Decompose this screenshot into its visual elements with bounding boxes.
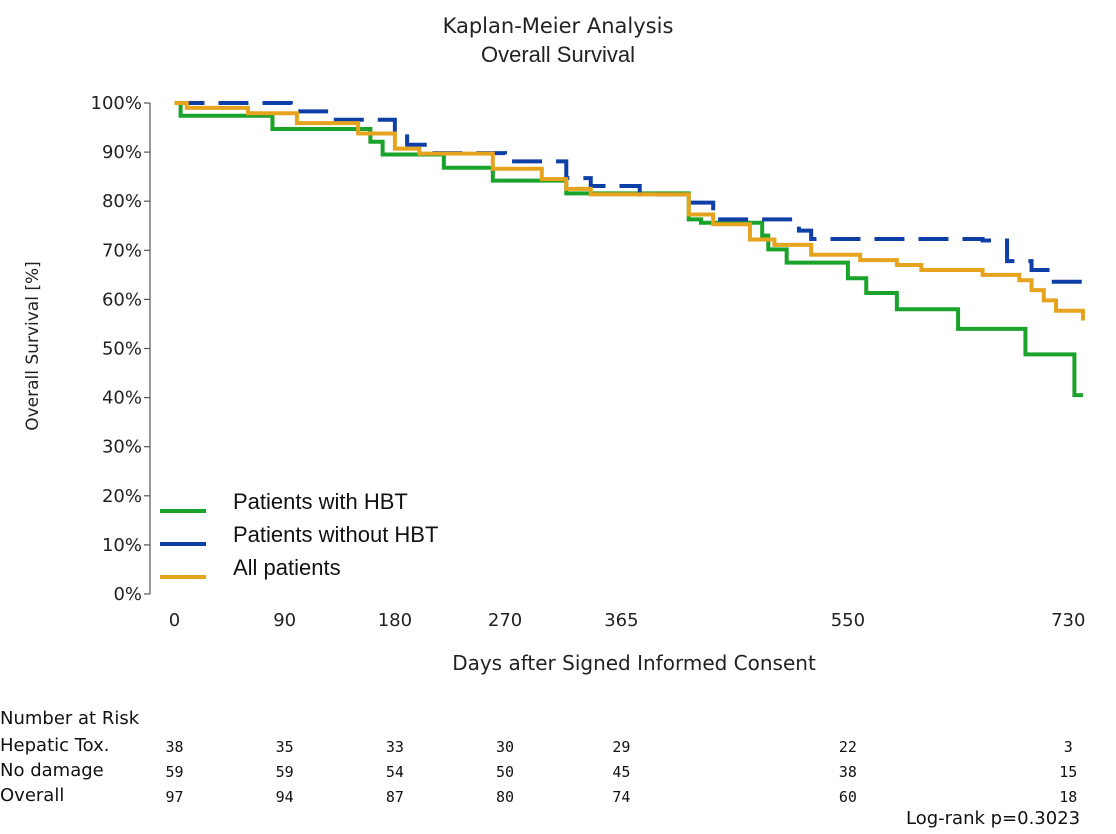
risk-cell: 97 [165, 788, 184, 806]
x-axis-label: Days after Signed Informed Consent [452, 651, 816, 675]
risk-cell: 94 [275, 788, 294, 806]
y-tick-label: 100% [91, 93, 142, 114]
series-line [174, 101, 1085, 321]
risk-cell: 87 [385, 788, 404, 806]
risk-cell: 74 [612, 788, 631, 806]
chart-subtitle: Overall Survival [480, 42, 636, 67]
legend-label: Patients without HBT [233, 522, 438, 547]
risk-cell: 30 [496, 738, 515, 756]
y-tick-label: 10% [102, 535, 142, 556]
risk-cell: 54 [385, 763, 404, 781]
x-tick-label: 90 [273, 610, 296, 631]
y-axis-label: Overall Survival [%] [23, 261, 43, 431]
risk-row-label: No damage [0, 760, 104, 781]
risk-cell: 59 [165, 763, 184, 781]
legend-label: All patients [233, 555, 341, 580]
risk-cell: 45 [612, 763, 631, 781]
y-tick-label: 70% [102, 240, 142, 261]
risk-cell: 22 [838, 738, 857, 756]
y-tick-label: 90% [102, 142, 142, 163]
y-tick-label: 30% [102, 437, 142, 458]
survival-curves [174, 101, 1085, 398]
risk-cell: 38 [165, 738, 184, 756]
x-tick-label: 0 [169, 610, 180, 631]
series-line [174, 101, 1083, 398]
x-tick-label: 180 [378, 610, 412, 631]
x-tick-label: 550 [831, 610, 865, 631]
y-tick-label: 0% [113, 584, 142, 605]
y-tick-label: 60% [102, 289, 142, 310]
risk-row-label: Overall [0, 785, 65, 806]
risk-cell: 59 [275, 763, 294, 781]
risk-cell: 38 [838, 763, 857, 781]
risk-cell: 15 [1059, 763, 1078, 781]
x-tick-label: 270 [488, 610, 522, 631]
legend: Patients with HBT Patients without HBT All… [160, 489, 438, 580]
risk-cell: 3 [1063, 738, 1073, 756]
legend-label: Patients with HBT [233, 489, 408, 514]
risk-cell: 29 [612, 738, 631, 756]
y-tick-label: 40% [102, 388, 142, 409]
risk-cell: 18 [1059, 788, 1078, 806]
y-tick-label: 50% [102, 339, 142, 360]
x-tick-label: 730 [1051, 610, 1085, 631]
risk-cell: 33 [385, 738, 404, 756]
risk-cell: 50 [496, 763, 515, 781]
y-tick-label: 20% [102, 486, 142, 507]
log-rank-annotation: Log-rank p=0.3023 [906, 808, 1081, 829]
risk-table-heading: Number at Risk [0, 708, 140, 729]
risk-row-label: Hepatic Tox. [0, 735, 110, 756]
axes: 0% 10% 20% 30% 40% 50% 60% 70% 80% 90% 100% 0 90 180 2… [91, 93, 1086, 631]
risk-cell: 35 [275, 738, 294, 756]
x-tick-label: 365 [604, 610, 638, 631]
risk-cell: 60 [838, 788, 857, 806]
risk-cell: 80 [496, 788, 515, 806]
chart-title: Kaplan-Meier Analysis [442, 14, 674, 38]
y-tick-label: 80% [102, 191, 142, 212]
